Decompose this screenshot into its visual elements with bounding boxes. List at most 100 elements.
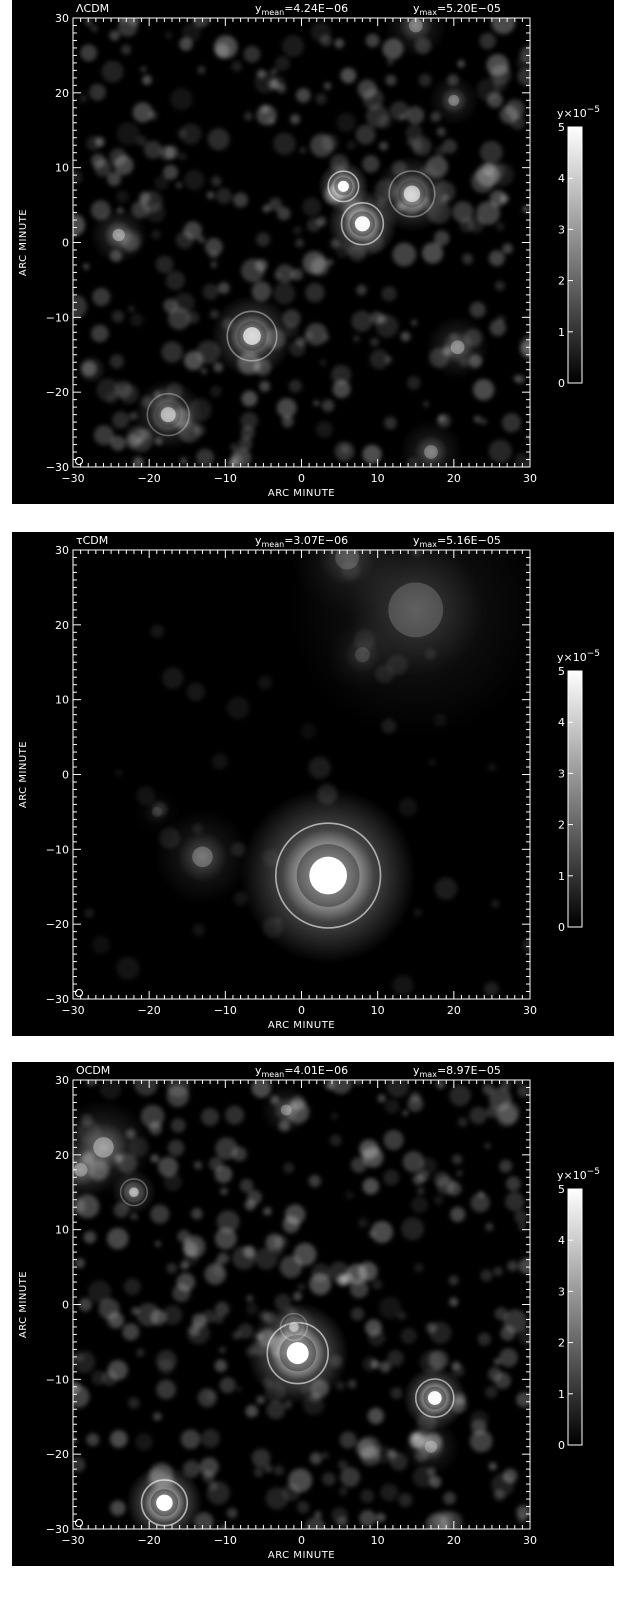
ymean-value: =4.24E−06 [284,2,348,15]
ymean-subscript: mean [262,8,285,17]
y-tick-label: −10 [46,843,69,856]
beam-marker [74,1518,84,1528]
cluster-source [373,155,451,233]
colorbar-tick-label: 1 [558,326,565,339]
ymax-subscript: max [420,540,438,549]
cluster-source [73,1137,113,1202]
colorbar-unit: y×10 [557,651,587,664]
colorbar-tick-label: 5 [558,665,565,678]
model-label: ΛCDM [76,2,109,15]
x-axis-title: ARC MINUTE [268,488,335,499]
tick-marks [72,17,531,468]
colorbar-label: y×10−5 [557,649,600,664]
map-field [73,550,530,999]
x-tick-label: −10 [214,1004,237,1017]
y-tick-label: 0 [62,769,69,782]
x-tick-label: −20 [138,472,161,485]
y-tick-label: −30 [46,1523,69,1536]
ymax-symbol: y [413,2,420,15]
colorbar-tick-label: 3 [558,1285,565,1298]
cluster-source [89,206,148,264]
colorbar-tick-label: 1 [558,870,565,883]
y-tick-label: 30 [55,544,69,557]
colorbar-label: y×10−5 [557,1167,600,1182]
x-tick-label: 20 [447,472,461,485]
colorbar-label: y×10−5 [557,105,600,120]
colorbar: y×10−5 0 1 2 3 4 5 [557,105,600,390]
x-axis-title: ARC MINUTE [268,1550,335,1561]
cluster-source [383,18,448,58]
ymean-value: =4.01E−06 [284,1064,348,1077]
cluster-source [425,315,490,380]
y-tick-label: −20 [46,386,69,399]
colorbar-tick-label: 2 [558,275,565,288]
y-tick-label: −10 [46,311,69,324]
cluster-source [402,1366,467,1431]
ymean-symbol: y [255,2,262,15]
y-tick-label: 10 [55,1224,69,1237]
colorbar-tick-label: 1 [558,1388,565,1401]
ymax-symbol: y [413,1064,420,1077]
cluster-source [428,74,480,126]
ymean-label: ymean=4.01E−06 [255,1064,348,1079]
y-tick-label: 20 [55,87,69,100]
colorbar-tick-label: 3 [558,223,565,236]
y-axis-title: ARC MINUTE [18,1271,29,1338]
x-tick-label: 0 [298,1534,305,1547]
x-tick-label: 30 [523,1534,537,1547]
colorbar-exponent: −5 [587,105,600,115]
y-tick-label: −30 [46,993,69,1006]
y-tick-label: 20 [55,1149,69,1162]
y-tick-label: 10 [55,162,69,175]
beam-marker [74,456,84,466]
y-tick-label: 30 [55,1074,69,1087]
colorbar-tick-label: 4 [558,172,565,185]
x-tick-label: 30 [523,1004,537,1017]
colorbar-unit: y×10 [557,107,587,120]
colorbar-ramp [567,670,583,928]
ymean-label: ymean=4.24E−06 [255,2,348,17]
x-tick-label: 20 [447,1004,461,1017]
x-tick-label: 10 [371,1534,385,1547]
x-tick-label: −10 [214,1534,237,1547]
source-layer [73,1084,467,1529]
cluster-source [132,787,181,836]
y-tick-label: 20 [55,619,69,632]
x-tick-label: 10 [371,472,385,485]
map-panel: −30 −20 −10 0 10 20 30 30 20 10 0 −10 −20 −30 ARC MINU… [12,0,614,504]
cluster-source [126,1464,203,1529]
colorbar-ramp [567,1188,583,1446]
y-tick-label: 30 [55,12,69,25]
cluster-source [399,420,463,467]
x-tick-label: 0 [298,472,305,485]
colorbar-tick-label: 5 [558,1183,565,1196]
cluster-source [154,808,251,905]
ymean-symbol: y [255,1064,262,1077]
ymean-label: ymean=3.07E−06 [255,534,348,549]
y-tick-label: −10 [46,1373,69,1386]
tick-marks [72,1079,531,1530]
ymax-label: ymax=5.20E−05 [413,2,501,17]
colorbar-exponent: −5 [587,1167,600,1177]
map-panel: −30 −20 −10 0 10 20 30 30 20 10 0 −10 −20 −30 ARC MINU… [12,1062,614,1566]
x-tick-label: 10 [371,1004,385,1017]
ymax-value: =8.97E−05 [437,1064,501,1077]
colorbar-tick-label: 2 [558,1337,565,1350]
cluster-source [271,1304,317,1350]
y-axis-title: ARC MINUTE [18,209,29,276]
ymax-symbol: y [413,534,420,547]
x-axis-title: ARC MINUTE [268,1020,335,1031]
source-layer [89,18,490,467]
colorbar-tick-label: 4 [558,1234,565,1247]
ymax-subscript: max [420,1070,438,1079]
colorbar-tick-label: 0 [558,377,565,390]
tick-marks [72,549,531,1000]
y-axis-title: ARC MINUTE [18,741,29,808]
source-layer [132,550,530,964]
model-label: OCDM [76,1064,110,1077]
x-tick-label: 0 [298,1004,305,1017]
map-field [73,1080,530,1529]
cluster-source [133,379,204,450]
